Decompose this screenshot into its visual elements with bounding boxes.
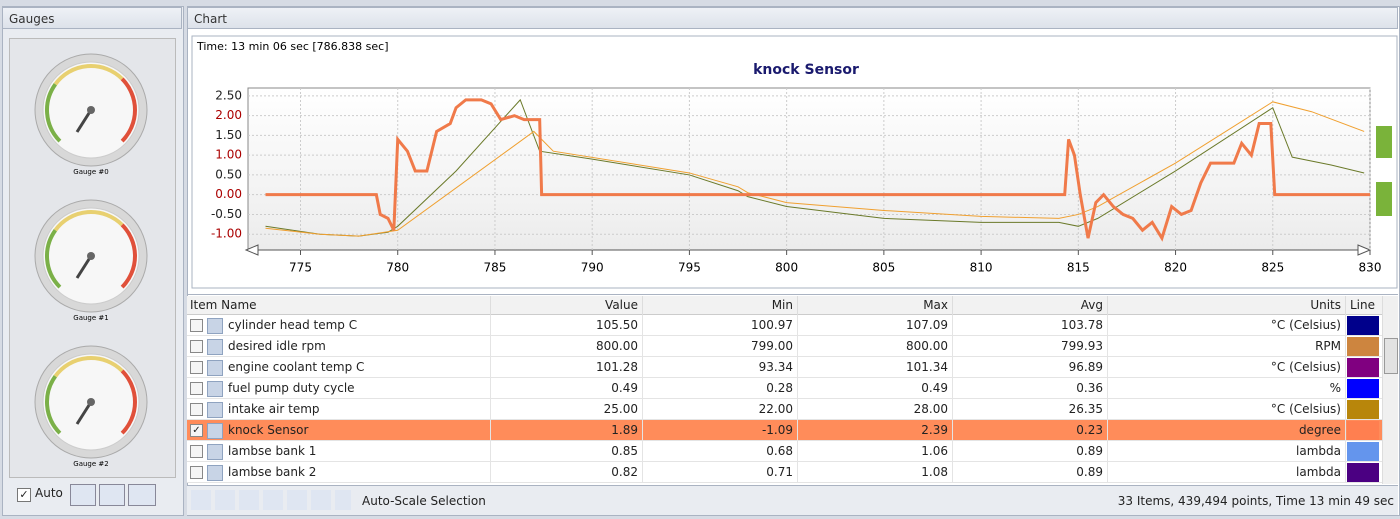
gauge-needle — [75, 401, 93, 425]
gauge-band — [53, 64, 124, 86]
gauge-hub — [87, 398, 95, 406]
chart-header: Chart — [187, 7, 1398, 29]
divider — [187, 294, 1398, 295]
y-tick-label: 1.50 — [215, 128, 242, 142]
series-line — [265, 98, 1370, 242]
gauge-band — [45, 374, 62, 435]
gauge-label: Gauge #0 — [73, 168, 108, 176]
scroll-thumb[interactable] — [1384, 338, 1398, 374]
x-tick-label: 775 — [289, 261, 312, 275]
y-tick-label: -0.50 — [211, 207, 242, 221]
x-tick-label: 825 — [1261, 261, 1284, 275]
gauge-needle — [75, 255, 93, 279]
y-tick-label: 0.50 — [215, 167, 242, 181]
zoom-button[interactable] — [1376, 126, 1392, 158]
gauge-band — [120, 369, 137, 435]
chart-title: knock Sensor — [753, 62, 859, 78]
gauge-hub — [87, 252, 95, 260]
gauge-hub — [87, 106, 95, 114]
toolbar-label: Auto-Scale Selection — [362, 494, 486, 508]
x-tick-label: 815 — [1067, 261, 1090, 275]
y-tick-label: 0.00 — [215, 187, 242, 201]
x-tick-label: 790 — [581, 261, 604, 275]
auto-label: Auto — [35, 486, 63, 500]
gauge-band — [120, 223, 137, 289]
tool-buttons[interactable] — [191, 490, 351, 510]
x-tick-label: 795 — [678, 261, 701, 275]
tool-button[interactable] — [99, 484, 125, 506]
tool-button[interactable] — [128, 484, 156, 506]
scrollbar[interactable] — [1382, 296, 1398, 484]
gauge-label: Gauge #2 — [73, 460, 108, 468]
panel-title: Chart — [194, 12, 227, 26]
y-tick-label: 2.00 — [215, 108, 242, 122]
zoom-button[interactable] — [1376, 182, 1392, 216]
x-tick-label: 805 — [872, 261, 895, 275]
status-bar: Auto-Scale Selection 33 Items, 439,494 p… — [187, 485, 1398, 515]
gauges-header: Gauges — [2, 7, 182, 29]
x-tick-label: 820 — [1164, 261, 1187, 275]
gauge-label: Gauge #1 — [73, 314, 108, 322]
y-tick-label: 1.00 — [215, 148, 242, 162]
gauge-band — [53, 210, 124, 232]
x-tick-label: 830 — [1359, 261, 1382, 275]
scroll-arrow[interactable] — [244, 244, 259, 256]
gauge-needle — [75, 109, 93, 133]
y-tick-label: 2.50 — [215, 88, 242, 102]
plot-area — [247, 87, 1371, 251]
x-tick-label: 780 — [386, 261, 409, 275]
gauges: Gauge #0 Gauge #1 Gauge #2 — [34, 53, 148, 468]
x-tick-label: 785 — [484, 261, 507, 275]
gauge-band — [53, 356, 124, 378]
scroll-arrow[interactable] — [1357, 244, 1372, 256]
gauge-toolbar: ✓ Auto — [15, 484, 165, 506]
y-tick-label: -1.00 — [211, 227, 242, 241]
status-text: 33 Items, 439,494 points, Time 13 min 49… — [1117, 494, 1394, 508]
time-label: Time: 13 min 06 sec [786.838 sec] — [196, 40, 389, 53]
panel-title: Gauges — [9, 12, 55, 26]
tool-button[interactable] — [70, 484, 96, 506]
series-line — [265, 101, 1365, 237]
chart: Time: 13 min 06 sec [786.838 sec] knock … — [191, 35, 1398, 289]
x-tick-label: 810 — [970, 261, 993, 275]
gauge-band — [120, 77, 137, 143]
gauge-band — [45, 82, 62, 143]
checkbox[interactable]: ✓ — [17, 488, 31, 502]
gauge-band — [45, 228, 62, 289]
x-tick-label: 800 — [775, 261, 798, 275]
